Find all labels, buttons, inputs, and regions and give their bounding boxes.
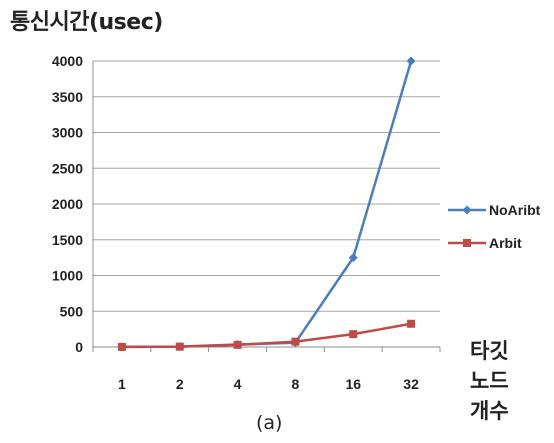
x-tick-label: 2 <box>176 376 184 392</box>
legend-label: Arbit <box>489 235 522 251</box>
data-point-diamond <box>462 205 472 215</box>
x-tick-label: 1 <box>118 376 126 392</box>
grid-lines <box>93 60 440 312</box>
y-tick-label: 500 <box>60 303 84 319</box>
y-tick-labels: 0 500 1000 1500 2000 2500 3000 3500 4000 <box>52 53 83 355</box>
data-point-square <box>233 340 242 349</box>
axes <box>92 61 441 352</box>
y-tick-label: 0 <box>75 339 83 355</box>
y-tick-label: 2000 <box>52 196 83 212</box>
x-tick-label: 8 <box>292 376 300 392</box>
legend: NoAribt Arbit <box>448 202 541 251</box>
y-axis-title: 통신시간(usec) <box>10 10 163 35</box>
x-axis-title-line-2: 노드 <box>470 369 509 393</box>
legend-label: NoAribt <box>489 202 541 218</box>
data-point-square <box>175 342 184 351</box>
data-point-square <box>407 319 416 328</box>
y-tick-label: 4000 <box>52 53 83 69</box>
x-axis-title-line-1: 타깃 <box>470 339 509 363</box>
legend-item-noaribt: NoAribt <box>448 202 541 218</box>
data-point-diamond <box>406 56 416 66</box>
y-tick-label: 3500 <box>52 89 83 105</box>
data-point-square <box>117 342 126 351</box>
data-point-square <box>349 330 358 339</box>
x-tick-label: 16 <box>345 376 361 392</box>
y-tick-label: 2500 <box>52 160 83 176</box>
y-tick-label: 3000 <box>52 125 83 141</box>
y-tick-label: 1500 <box>52 232 83 248</box>
y-tick-label: 1000 <box>52 268 83 284</box>
x-tick-label: 4 <box>234 376 242 392</box>
series-line-arbit <box>121 322 412 349</box>
legend-item-arbit: Arbit <box>448 235 522 251</box>
figure-caption: (a) <box>256 412 283 434</box>
x-tick-labels: 1 2 4 8 16 32 <box>118 376 419 392</box>
x-tick-label: 32 <box>403 376 419 392</box>
data-point-diamond <box>348 253 358 263</box>
x-axis-title-line-3: 개수 <box>470 399 509 423</box>
data-point-square <box>291 337 300 346</box>
x-axis-title: 타깃 노드 개수 <box>470 336 530 426</box>
data-point-square <box>463 239 471 247</box>
series-lines <box>117 56 416 352</box>
